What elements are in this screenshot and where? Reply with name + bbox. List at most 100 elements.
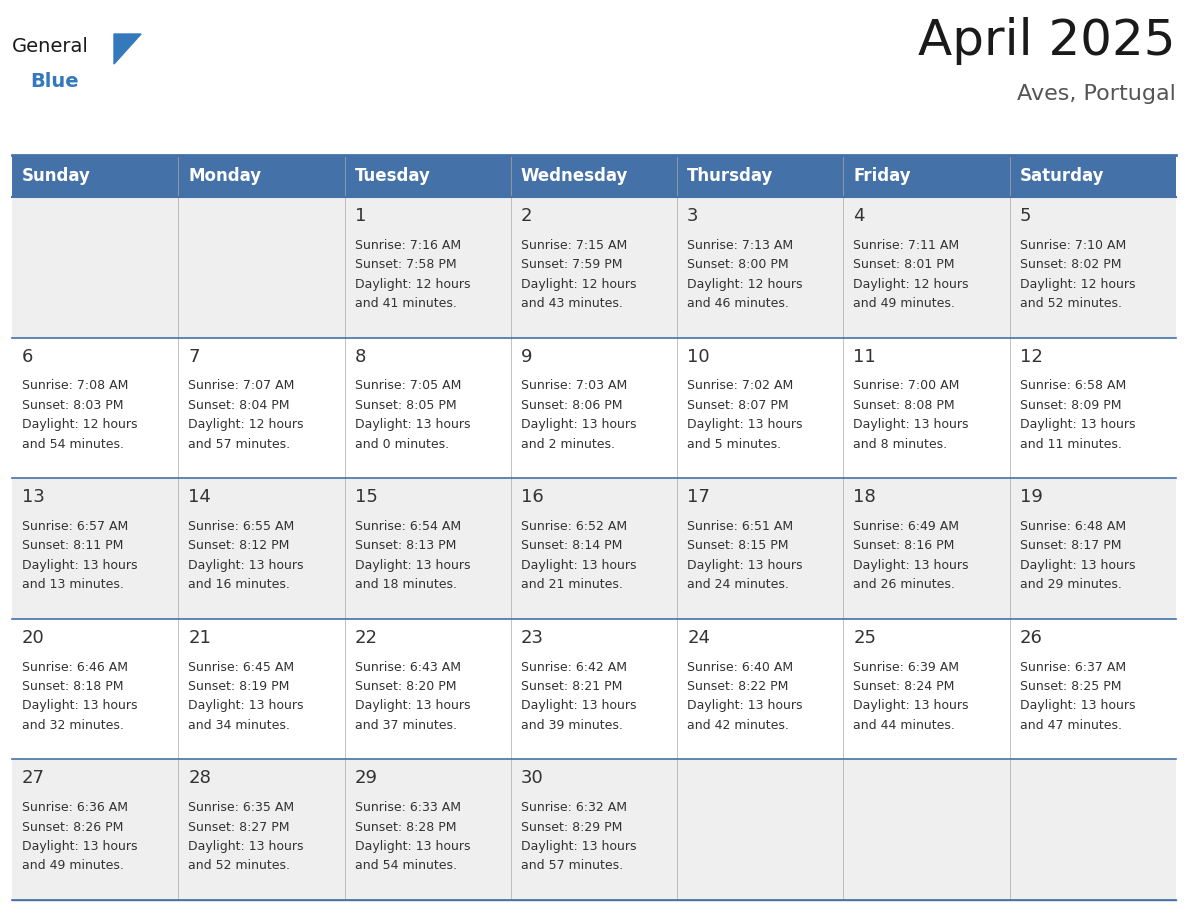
Text: Sunset: 8:04 PM: Sunset: 8:04 PM xyxy=(188,398,290,412)
Text: Wednesday: Wednesday xyxy=(520,167,628,185)
Text: Daylight: 12 hours: Daylight: 12 hours xyxy=(188,419,304,431)
Text: Daylight: 12 hours: Daylight: 12 hours xyxy=(520,277,637,291)
Text: Sunset: 7:59 PM: Sunset: 7:59 PM xyxy=(520,258,623,271)
Text: Sunset: 8:07 PM: Sunset: 8:07 PM xyxy=(687,398,789,412)
Text: Blue: Blue xyxy=(30,72,78,91)
Text: Sunrise: 6:35 AM: Sunrise: 6:35 AM xyxy=(188,801,295,814)
Text: Sunday: Sunday xyxy=(21,167,90,185)
Text: and 42 minutes.: and 42 minutes. xyxy=(687,719,789,732)
Bar xyxy=(12,619,178,759)
Bar xyxy=(178,155,345,197)
Text: Daylight: 13 hours: Daylight: 13 hours xyxy=(520,419,637,431)
Text: Sunrise: 6:52 AM: Sunrise: 6:52 AM xyxy=(520,521,627,533)
Text: Daylight: 13 hours: Daylight: 13 hours xyxy=(853,559,969,572)
Text: 7: 7 xyxy=(188,348,200,365)
Bar xyxy=(843,155,1010,197)
Text: Sunrise: 6:54 AM: Sunrise: 6:54 AM xyxy=(354,521,461,533)
Text: 1: 1 xyxy=(354,207,366,225)
Bar xyxy=(511,197,677,338)
Text: Daylight: 13 hours: Daylight: 13 hours xyxy=(520,700,637,712)
Text: Thursday: Thursday xyxy=(687,167,773,185)
Text: and 34 minutes.: and 34 minutes. xyxy=(188,719,290,732)
Bar xyxy=(345,478,511,619)
Text: Daylight: 12 hours: Daylight: 12 hours xyxy=(1019,277,1136,291)
Text: Sunrise: 6:37 AM: Sunrise: 6:37 AM xyxy=(1019,661,1126,674)
Bar xyxy=(843,197,1010,338)
Bar xyxy=(178,338,345,478)
Bar xyxy=(1010,619,1176,759)
Text: Sunset: 8:00 PM: Sunset: 8:00 PM xyxy=(687,258,789,271)
Bar xyxy=(345,759,511,900)
Bar xyxy=(345,155,511,197)
Bar xyxy=(12,478,178,619)
Text: 8: 8 xyxy=(354,348,366,365)
Text: Daylight: 13 hours: Daylight: 13 hours xyxy=(687,559,803,572)
Text: and 54 minutes.: and 54 minutes. xyxy=(354,859,456,872)
Text: Sunrise: 6:57 AM: Sunrise: 6:57 AM xyxy=(23,521,128,533)
Bar xyxy=(345,338,511,478)
Text: Sunrise: 6:51 AM: Sunrise: 6:51 AM xyxy=(687,521,794,533)
Text: Sunrise: 6:49 AM: Sunrise: 6:49 AM xyxy=(853,521,960,533)
Bar xyxy=(1010,759,1176,900)
Text: Sunset: 8:03 PM: Sunset: 8:03 PM xyxy=(23,398,124,412)
Text: Sunrise: 6:33 AM: Sunrise: 6:33 AM xyxy=(354,801,461,814)
Text: 25: 25 xyxy=(853,629,877,647)
Text: and 49 minutes.: and 49 minutes. xyxy=(853,297,955,310)
Text: and 0 minutes.: and 0 minutes. xyxy=(354,438,449,451)
Text: 9: 9 xyxy=(520,348,532,365)
Text: 17: 17 xyxy=(687,488,710,506)
Text: 29: 29 xyxy=(354,769,378,788)
Text: 24: 24 xyxy=(687,629,710,647)
Text: Aves, Portugal: Aves, Portugal xyxy=(1017,84,1176,104)
Bar xyxy=(511,759,677,900)
Text: Sunrise: 6:39 AM: Sunrise: 6:39 AM xyxy=(853,661,960,674)
Bar xyxy=(12,338,178,478)
Text: Sunset: 8:29 PM: Sunset: 8:29 PM xyxy=(520,821,623,834)
Text: Daylight: 13 hours: Daylight: 13 hours xyxy=(687,700,803,712)
Text: Sunrise: 6:40 AM: Sunrise: 6:40 AM xyxy=(687,661,794,674)
Text: Daylight: 13 hours: Daylight: 13 hours xyxy=(1019,559,1136,572)
Bar xyxy=(511,619,677,759)
Text: 28: 28 xyxy=(188,769,211,788)
Text: and 8 minutes.: and 8 minutes. xyxy=(853,438,948,451)
Text: 19: 19 xyxy=(1019,488,1043,506)
Text: Sunrise: 6:55 AM: Sunrise: 6:55 AM xyxy=(188,521,295,533)
Text: Daylight: 13 hours: Daylight: 13 hours xyxy=(853,700,969,712)
Text: Sunrise: 6:48 AM: Sunrise: 6:48 AM xyxy=(1019,521,1126,533)
Text: Sunrise: 7:08 AM: Sunrise: 7:08 AM xyxy=(23,379,128,393)
Text: and 26 minutes.: and 26 minutes. xyxy=(853,578,955,591)
Bar xyxy=(677,619,843,759)
Bar xyxy=(677,155,843,197)
Text: 2: 2 xyxy=(520,207,532,225)
Text: Daylight: 13 hours: Daylight: 13 hours xyxy=(853,419,969,431)
Text: Monday: Monday xyxy=(188,167,261,185)
Text: Sunrise: 6:36 AM: Sunrise: 6:36 AM xyxy=(23,801,128,814)
Text: Daylight: 13 hours: Daylight: 13 hours xyxy=(188,840,304,853)
Text: Sunset: 8:06 PM: Sunset: 8:06 PM xyxy=(520,398,623,412)
Text: Sunrise: 7:07 AM: Sunrise: 7:07 AM xyxy=(188,379,295,393)
Text: and 24 minutes.: and 24 minutes. xyxy=(687,578,789,591)
Text: 30: 30 xyxy=(520,769,544,788)
Text: and 57 minutes.: and 57 minutes. xyxy=(520,859,623,872)
Bar xyxy=(677,759,843,900)
Text: 6: 6 xyxy=(23,348,33,365)
Text: Daylight: 13 hours: Daylight: 13 hours xyxy=(687,419,803,431)
Text: General: General xyxy=(12,37,89,56)
Text: 21: 21 xyxy=(188,629,211,647)
Text: 27: 27 xyxy=(23,769,45,788)
Text: Sunset: 8:08 PM: Sunset: 8:08 PM xyxy=(853,398,955,412)
Text: Daylight: 12 hours: Daylight: 12 hours xyxy=(23,419,138,431)
Text: Sunset: 8:05 PM: Sunset: 8:05 PM xyxy=(354,398,456,412)
Text: and 49 minutes.: and 49 minutes. xyxy=(23,859,124,872)
Text: Daylight: 12 hours: Daylight: 12 hours xyxy=(354,277,470,291)
Text: Daylight: 13 hours: Daylight: 13 hours xyxy=(354,559,470,572)
Text: Sunset: 8:21 PM: Sunset: 8:21 PM xyxy=(520,680,623,693)
Text: Sunset: 8:12 PM: Sunset: 8:12 PM xyxy=(188,540,290,553)
Text: Friday: Friday xyxy=(853,167,911,185)
Text: Sunrise: 7:11 AM: Sunrise: 7:11 AM xyxy=(853,239,960,252)
Text: and 44 minutes.: and 44 minutes. xyxy=(853,719,955,732)
Text: 11: 11 xyxy=(853,348,877,365)
Text: 13: 13 xyxy=(23,488,45,506)
Text: 22: 22 xyxy=(354,629,378,647)
Text: and 13 minutes.: and 13 minutes. xyxy=(23,578,124,591)
